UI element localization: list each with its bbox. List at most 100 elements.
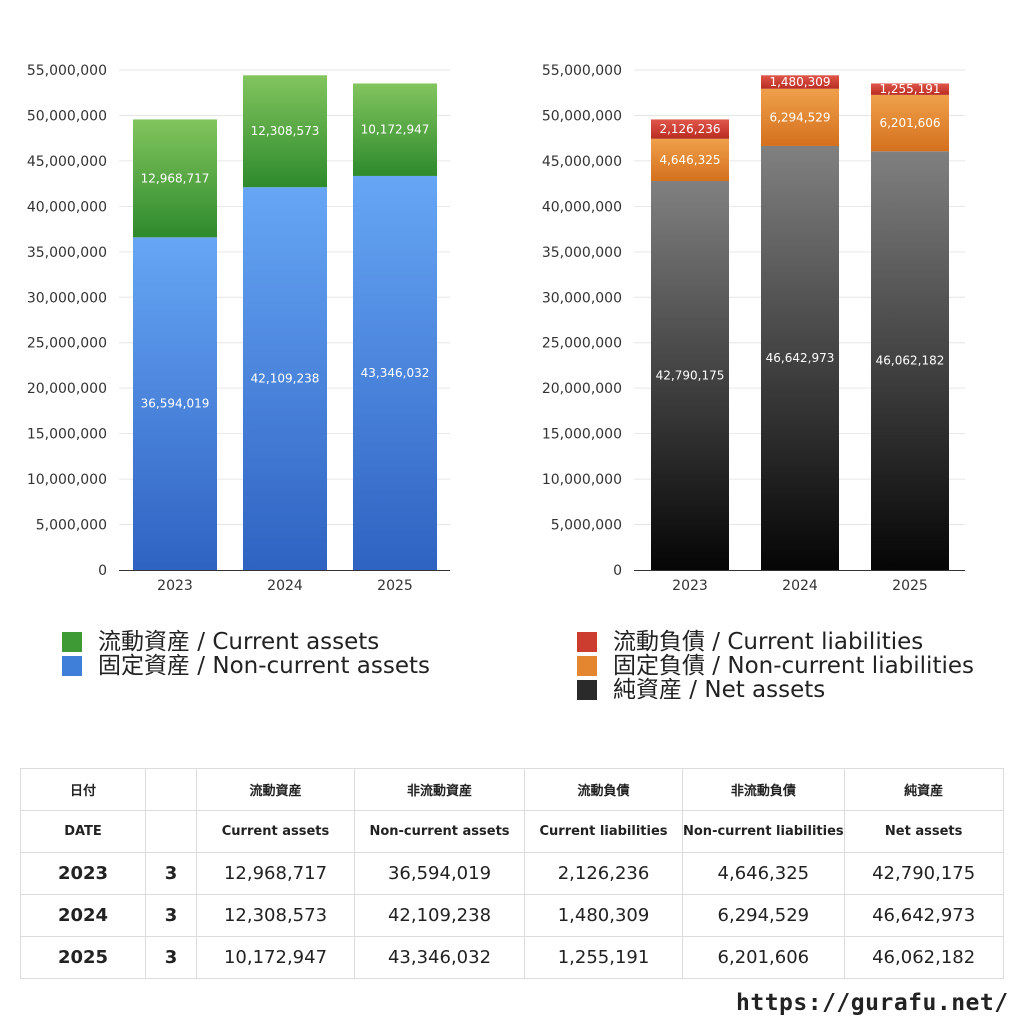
y-tick-label: 30,000,000 [542,290,622,306]
header-date-jp: 日付 [20,768,146,811]
cell-current-assets: 12,308,573 [196,894,355,937]
y-tick-label: 5,000,000 [36,518,107,534]
y-tick-label: 25,000,000 [542,336,622,352]
y-tick-label: 45,000,000 [542,154,622,170]
header-current-liabilities-en: Current liabilities [524,810,683,853]
legend-label: 流動負債 / Current liabilities [613,629,924,655]
bar-data-label: 12,308,573 [251,124,320,138]
x-tick-label: 2024 [782,578,818,594]
assets-bar-segment [133,237,217,571]
liab-bar-segment [651,119,729,139]
row-month: 3 [145,894,197,937]
table-header-en: DATE Current assets Non-current assets C… [20,810,1004,853]
y-tick-label: 30,000,000 [27,290,107,306]
cell-net-assets: 46,062,182 [843,936,1004,979]
bar-data-label: 46,062,182 [876,354,945,368]
row-month: 3 [145,852,197,895]
cell-current-assets: 10,172,947 [196,936,355,979]
legend-label: 流動資産 / Current assets [98,629,380,655]
table-row: 2023 3 12,968,717 36,594,019 2,126,236 4… [20,852,1004,895]
table-header-jp: 日付 流動資産 非流動資産 流動負債 非流動負債 純資産 [20,768,1004,811]
bar-data-label: 6,294,529 [769,110,830,124]
bar-data-label: 6,201,606 [879,116,940,130]
header-non-current-assets-jp: 非流動資産 [354,768,525,811]
header-non-current-liabilities-jp: 非流動負債 [682,768,845,811]
legend-label: 純資産 / Net assets [613,677,826,703]
y-tick-label: 20,000,000 [27,381,107,397]
bar-data-label: 1,480,309 [769,75,830,89]
y-tick-label: 15,000,000 [542,427,622,443]
header-current-assets-jp: 流動資産 [196,768,355,811]
liab-bar-segment [651,180,729,570]
bar-data-label: 46,642,973 [766,351,835,365]
y-tick-label: 15,000,000 [27,427,107,443]
header-non-current-assets-en: Non-current assets [354,810,525,853]
y-tick-label: 5,000,000 [551,518,622,534]
bar-data-label: 2,126,236 [659,122,720,136]
y-tick-label: 0 [613,563,622,579]
y-tick-label: 10,000,000 [542,472,622,488]
cell-current-assets: 12,968,717 [196,852,355,895]
cell-non-current-assets: 42,109,238 [354,894,525,937]
liabilities-legend-item: 純資産 / Net assets [577,678,974,702]
x-tick-label: 2025 [892,578,928,594]
x-tick-label: 2025 [377,578,413,594]
legend-swatch [62,632,82,652]
header-month-jp [145,768,197,811]
liabilities-legend-item: 固定負債 / Non-current liabilities [577,654,974,678]
bar-data-label: 42,790,175 [656,368,725,382]
y-tick-label: 20,000,000 [542,381,622,397]
y-tick-label: 35,000,000 [542,245,622,261]
legend-swatch [577,680,597,700]
liabilities-legend: 流動負債 / Current liabilities 固定負債 / Non-cur… [577,630,974,702]
header-current-assets-en: Current assets [196,810,355,853]
row-year: 2025 [20,936,146,979]
assets-legend-item: 流動資産 / Current assets [62,630,430,654]
liab-bar-segment [871,83,949,95]
cell-non-current-liabilities: 6,201,606 [682,936,845,979]
legend-swatch [577,632,597,652]
row-month: 3 [145,936,197,979]
header-month-en [145,810,197,853]
liab-bar-segment [651,138,729,181]
y-tick-label: 45,000,000 [27,154,107,170]
liabilities-net-assets-chart: 0 5,000,000 10,000,000 15,000,000 20,000,000… [542,63,965,594]
site-url-link[interactable]: https://gurafu.net/ [736,990,1009,1016]
cell-current-liabilities: 2,126,236 [524,852,683,895]
bar-data-label: 43,346,032 [361,366,430,380]
y-tick-label: 35,000,000 [27,245,107,261]
cell-non-current-assets: 43,346,032 [354,936,525,979]
header-net-assets-en: Net assets [843,810,1004,853]
liab-bar-segment [761,88,839,146]
header-current-liabilities-jp: 流動負債 [524,768,683,811]
assets-bar-segment [133,119,217,238]
liab-bar-segment [761,145,839,571]
y-tick-label: 0 [98,563,107,579]
assets-chart: 0 5,000,000 10,000,000 15,000,000 20,000,000… [27,63,450,594]
charts-canvas: 0 5,000,000 10,000,000 15,000,000 20,000,000… [27,63,965,594]
row-year: 2024 [20,894,146,937]
liab-bar-segment [871,94,949,152]
assets-bar-segment [243,187,327,570]
cell-current-liabilities: 1,255,191 [524,936,683,979]
y-tick-label: 55,000,000 [27,63,107,79]
header-date-en: DATE [20,810,146,853]
cell-non-current-liabilities: 4,646,325 [682,852,845,895]
header-net-assets-jp: 純資産 [843,768,1004,811]
cell-net-assets: 42,790,175 [843,852,1004,895]
y-tick-label: 40,000,000 [542,199,622,215]
y-tick-label: 50,000,000 [27,108,107,124]
cell-non-current-assets: 36,594,019 [354,852,525,895]
cell-net-assets: 46,642,973 [843,894,1004,937]
legend-swatch [62,656,82,676]
bar-data-label: 4,646,325 [659,153,720,167]
assets-bar-segment [353,83,437,176]
legend-swatch [577,656,597,676]
legend-label: 固定資産 / Non-current assets [98,653,431,679]
table-row: 2025 3 10,172,947 43,346,032 1,255,191 6… [20,936,1004,979]
row-year: 2023 [20,852,146,895]
bar-data-label: 12,968,717 [141,171,210,185]
balance-sheet-table: 日付 流動資産 非流動資産 流動負債 非流動負債 純資産 DATE Curren… [20,768,1004,979]
liabilities-legend-item: 流動負債 / Current liabilities [577,630,974,654]
bar-data-label: 10,172,947 [361,123,430,137]
